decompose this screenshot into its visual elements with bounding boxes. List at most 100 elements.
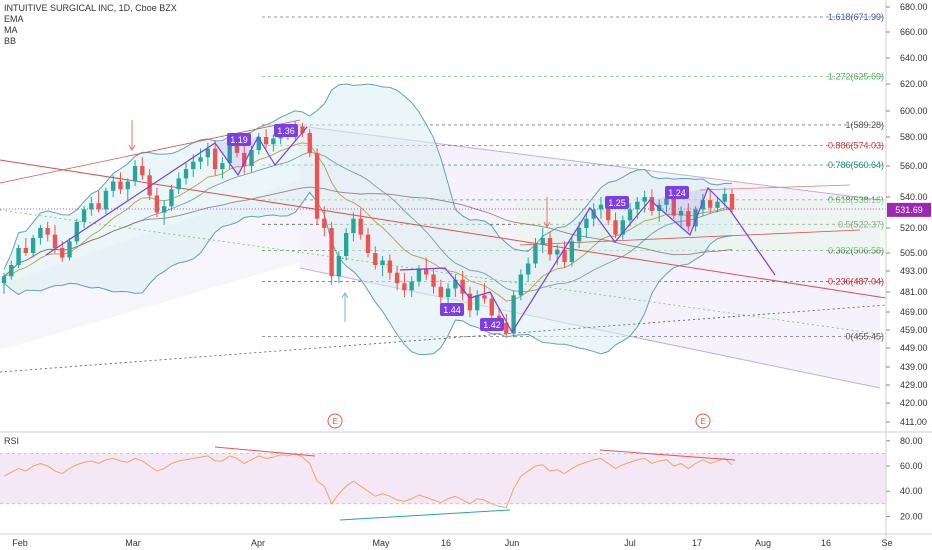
pattern-label: 1.19 — [230, 135, 248, 145]
candle-body — [540, 238, 545, 245]
time-axis: Feb Mar Apr May 16 Jun Jul 17 Aug 16 Se — [0, 533, 932, 548]
candle-body — [402, 283, 407, 291]
pattern-fill — [215, 137, 258, 175]
price-tick-label: 493.00 — [900, 266, 928, 276]
candle-body — [453, 279, 458, 289]
price-tick-label: 580.00 — [900, 132, 928, 142]
price-tick-label: 459.00 — [900, 325, 928, 335]
indicator-bb[interactable]: BB — [4, 36, 17, 46]
down-arrow — [128, 144, 136, 151]
candle-body — [460, 279, 465, 294]
price-tick-label: 449.00 — [900, 343, 928, 353]
candle-body — [700, 200, 706, 210]
trend-line-dotted — [0, 304, 887, 373]
candle-body — [30, 238, 36, 253]
candle-body — [409, 281, 414, 291]
fib-label: 0.786(560.64) — [828, 160, 884, 170]
candle-body — [343, 233, 349, 256]
candle-body — [169, 189, 174, 207]
candle-body — [664, 198, 669, 205]
rsi-tick-label: 60.00 — [900, 461, 923, 471]
candle-body — [9, 265, 14, 277]
symbol-title[interactable]: INTUITIVE SURGICAL INC, 1D, Cboe BZX — [4, 3, 177, 13]
candle-body — [140, 166, 145, 176]
pattern-label-bg — [665, 186, 689, 199]
time-tick-label: 17 — [692, 538, 702, 548]
fib-label: 1(589.28) — [845, 120, 884, 130]
time-tick-label: 16 — [441, 538, 451, 548]
candle-body — [547, 238, 553, 255]
pattern-zigzag — [45, 126, 308, 256]
pattern-label: 1.44 — [443, 305, 461, 315]
pattern-label: 1.25 — [608, 198, 626, 208]
candle-body — [475, 295, 480, 311]
candle-body — [424, 269, 429, 275]
rsi-divergence — [214, 446, 316, 457]
pattern-label-bg — [440, 303, 464, 316]
bb-upper — [3, 83, 733, 270]
candle-body — [416, 269, 422, 282]
candle-body — [620, 220, 625, 235]
candle-body — [263, 137, 269, 145]
candle-body — [74, 221, 79, 242]
last-price-label: 531.69 — [895, 205, 923, 215]
candle-body — [256, 137, 261, 151]
price-tick-label: 540.00 — [900, 192, 928, 202]
harmonic-pattern-lines — [45, 120, 776, 333]
time-tick-label: Jun — [505, 538, 520, 548]
price-tick-label: 429.00 — [900, 380, 928, 390]
price-tick-label: 411.00 — [900, 417, 927, 427]
price-tick-label: 620.00 — [900, 79, 928, 89]
price-tick-label: 439.00 — [900, 362, 928, 372]
candle-body — [649, 197, 655, 211]
candle-body — [555, 249, 560, 255]
price-axis: 680.00 660.00 640.00 620.00 600.00 580.00 560.… — [885, 0, 931, 550]
candle-body — [52, 234, 58, 248]
candle-body — [16, 248, 21, 265]
candle-body — [489, 298, 494, 316]
time-tick-label: Se — [881, 538, 892, 548]
time-tick-label: Mar — [125, 538, 141, 548]
candle-body — [373, 253, 378, 265]
time-tick-label: 16 — [821, 538, 831, 548]
indicator-ma[interactable]: MA — [4, 25, 18, 35]
rsi-title[interactable]: RSI — [4, 436, 20, 446]
candle-body — [613, 220, 618, 235]
candle-body — [322, 218, 327, 228]
pattern-zigzag — [399, 267, 513, 333]
candle-body — [38, 228, 43, 238]
candle-body — [161, 206, 167, 213]
rsi-divergence — [599, 449, 736, 461]
candle-body — [198, 157, 203, 162]
candle-body — [176, 178, 181, 190]
candle-body — [729, 193, 735, 210]
price-tick-label: 680.00 — [900, 2, 928, 12]
price-tick-label: 660.00 — [900, 27, 928, 37]
candle-body — [220, 163, 225, 170]
price-tick-label: 560.00 — [900, 161, 928, 171]
price-tick-label: 505.00 — [900, 248, 928, 258]
price-tick-label: 640.00 — [900, 53, 928, 63]
candle-body — [525, 263, 531, 275]
candle-body — [45, 228, 50, 235]
candle-body — [722, 193, 727, 202]
candle-body — [147, 175, 152, 196]
candle-body — [358, 218, 363, 235]
candle-body — [227, 145, 232, 164]
trend-line-red-upper — [0, 119, 301, 184]
rsi-tick-label: 20.00 — [900, 511, 923, 521]
candle-body — [707, 200, 713, 208]
earnings-marker — [327, 413, 343, 429]
candle-body — [606, 204, 611, 221]
candle-body — [249, 150, 254, 166]
candle-body — [671, 198, 676, 216]
up-arrow — [341, 292, 349, 299]
candle-body — [1, 276, 7, 284]
candle-body — [576, 228, 582, 242]
last-price-badge — [887, 202, 931, 217]
rsi-tick-label: 80.00 — [900, 436, 923, 446]
candle-body — [81, 209, 87, 222]
candle-body — [271, 138, 276, 145]
indicator-ema[interactable]: EMA — [4, 14, 24, 24]
